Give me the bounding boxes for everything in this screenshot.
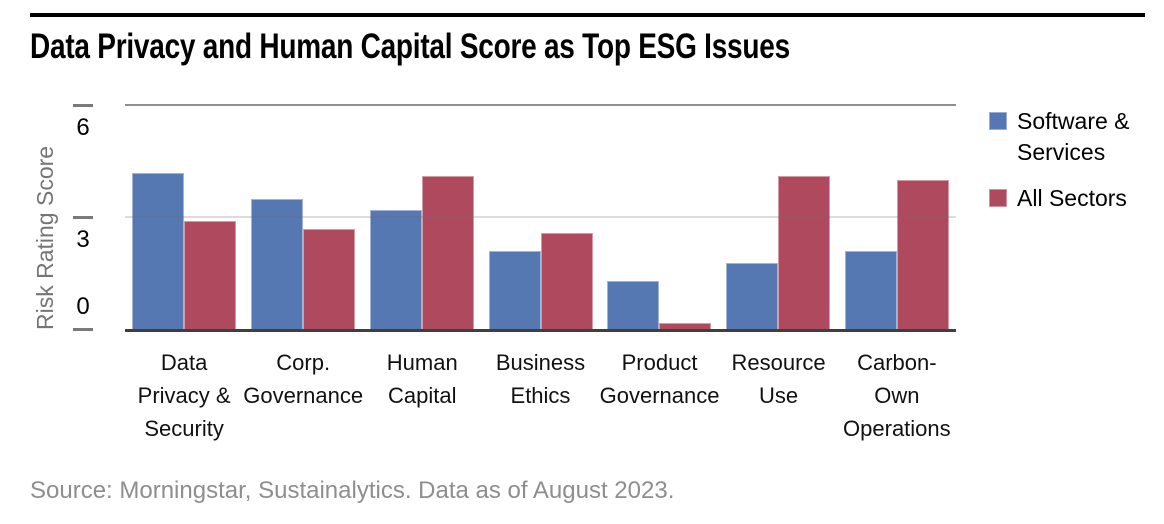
chart-title: Data Privacy and Human Capital Score as … [30,27,790,66]
bar-group-business-ethics [481,105,600,330]
legend-item-software-services: Software & Services [989,106,1151,168]
x-label-resource-use: Resource Use [731,350,826,408]
x-label-corp-governance: Corp. Governance [243,350,364,408]
x-label-human-capital: Human Capital [386,350,458,408]
bar-group-corp-governance [244,105,363,330]
y-tick-3 [73,216,93,219]
x-label-product-governance: Product Governance [599,350,720,408]
legend: Software & Services All Sectors [989,106,1151,214]
bar-group-resource-use [719,105,838,330]
gridline-3 [125,216,956,218]
bar-software-services-business-ethics [488,251,541,330]
bar-software-services-corp-governance [251,198,304,330]
y-tick-0 [73,328,93,331]
legend-label-all-sectors: All Sectors [1017,185,1127,211]
bar-all-sectors-human-capital [421,176,474,330]
bar-all-sectors-product-governance [659,322,712,330]
bar-group-human-capital [362,105,481,330]
bar-all-sectors-business-ethics [540,232,593,330]
bar-group-data-privacy-security [125,105,244,330]
y-axis-title: Risk Rating Score [32,145,58,331]
legend-swatch-software-services [989,112,1007,130]
x-label-business-ethics: Business Ethics [495,350,586,408]
bar-all-sectors-resource-use [777,176,830,330]
bar-all-sectors-data-privacy-security [184,221,237,330]
bar-software-services-product-governance [607,281,660,330]
bar-software-services-data-privacy-security [132,172,185,330]
x-label-carbon-own-operations: Carbon-Own Operations [843,350,951,441]
x-axis-line [125,329,956,332]
bar-all-sectors-corp-governance [303,228,356,330]
bar-group-product-governance [600,105,719,330]
top-rule [30,13,1145,17]
x-label-data-privacy-security: Data Privacy & Security [137,350,231,441]
bar-software-services-human-capital [369,210,422,330]
bar-group-carbon-own-operations [837,105,956,330]
bars-row [125,105,956,330]
y-tick-label-6: 6 [76,114,90,141]
bar-software-services-resource-use [725,262,778,330]
x-axis-labels: Data Privacy & Security Corp. Governance H… [125,346,956,445]
y-tick-label-0: 0 [76,293,90,320]
plot-area [125,104,956,332]
gridline-6 [125,104,956,106]
y-tick-6 [73,104,93,107]
bar-all-sectors-carbon-own-operations [896,180,949,330]
legend-item-all-sectors: All Sectors [989,183,1151,214]
legend-label-software-services: Software & Services [1017,108,1130,165]
bar-software-services-carbon-own-operations [844,251,897,330]
legend-swatch-all-sectors [989,189,1007,207]
source-note: Source: Morningstar, Sustainalytics. Dat… [30,477,675,504]
y-tick-label-3: 3 [76,226,90,253]
